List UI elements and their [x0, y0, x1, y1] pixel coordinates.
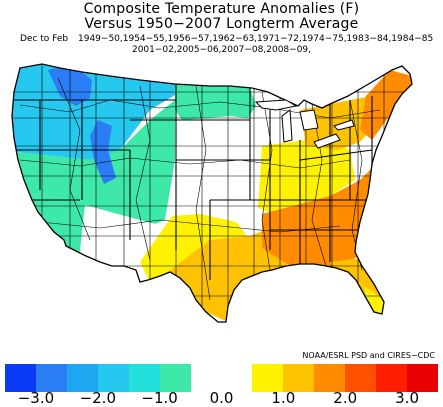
region-new-england: [360, 70, 412, 140]
region-wyoming-colorado-core: [90, 120, 116, 184]
color-legend-ticks: −3.0 −2.0 −1.0 0.0 1.0 2.0 3.0: [0, 390, 443, 406]
legend-swatch: [252, 364, 284, 392]
map-title-line2: Versus 1950−2007 Longterm Average: [84, 16, 359, 32]
legend-swatch: [314, 364, 346, 392]
legend-swatch: [159, 364, 191, 392]
legend-swatch: [128, 364, 160, 392]
legend-swatch: [345, 364, 377, 392]
legend-swatch: [221, 364, 253, 392]
us-climate-division-map: [11, 63, 413, 323]
legend-swatch: [283, 364, 315, 392]
legend-swatch: [376, 364, 407, 392]
legend-tick-label: −3.0: [17, 389, 55, 407]
legend-swatch: [97, 364, 129, 392]
great-lakes: [254, 99, 355, 149]
legend-tick-label: −1.0: [141, 389, 178, 407]
legend-swatch: [406, 364, 438, 392]
legend-tick-label: 3.0: [395, 389, 419, 407]
map-title-line1: Composite Temperature Anomalies (F): [83, 1, 360, 17]
legend-tick-label: −2.0: [79, 389, 116, 407]
legend-swatch: [35, 364, 67, 392]
legend-tick-label: 2.0: [333, 389, 358, 407]
legend-tick-label: 1.0: [271, 389, 296, 407]
region-northeast: [300, 96, 380, 150]
region-dakotas-minnesota: [175, 84, 256, 120]
season-label: Dec to Feb: [20, 34, 69, 44]
years-list-line1: 1949−50,1954−55,1956−57,1962−63,1971−72,…: [78, 34, 434, 44]
legend-tick-label: 0.0: [209, 389, 234, 407]
data-source-credit: NOAA/ESRL PSD and CIRES−CDC: [302, 351, 435, 360]
legend-swatch: [190, 364, 222, 392]
legend-swatch: [66, 364, 98, 392]
legend-swatch: [5, 364, 36, 392]
division-boundaries: [12, 64, 412, 322]
us-outline: [11, 63, 413, 323]
region-pacific-northwest: [12, 64, 175, 160]
years-list-line2: 2001−02,2005−06,2007−08,2008−09,: [131, 45, 312, 55]
state-boundaries: [12, 84, 373, 280]
color-legend-bar: [5, 364, 438, 392]
